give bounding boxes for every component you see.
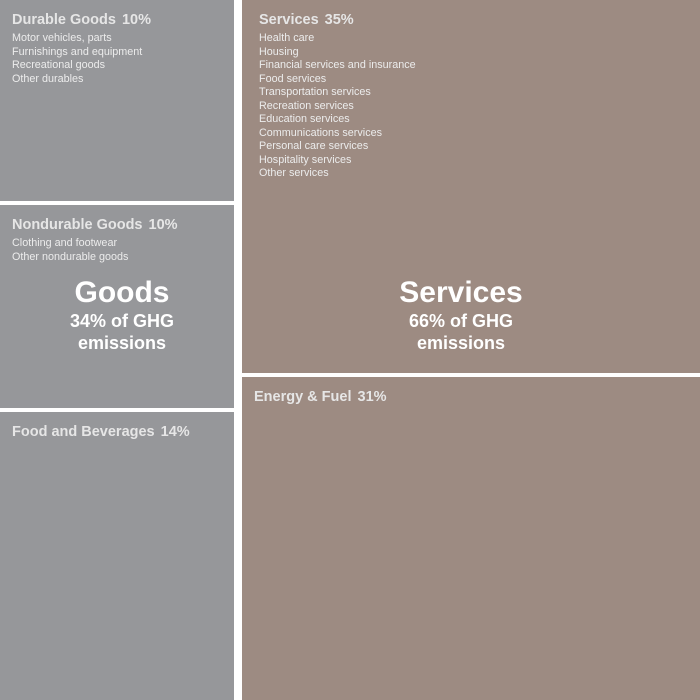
services-group-label: Services 66% of GHG emissions (242, 276, 680, 354)
list-item: Food services (259, 72, 327, 85)
list-item: Communications services (259, 126, 383, 139)
list-item: Other durables (12, 72, 84, 85)
category-name: Energy & Fuel (254, 389, 352, 405)
list-item: Health care (259, 32, 315, 44)
category-value: 31% (357, 389, 387, 405)
category-value: 10% (121, 12, 151, 28)
list-item: Education services (259, 113, 350, 125)
list-item: Housing (259, 45, 299, 58)
list-item: Other services (259, 167, 329, 179)
list-item: Transportation services (259, 86, 371, 98)
category-name: Nondurable Goods (12, 217, 143, 233)
tile-title: Nondurable Goods 10% (12, 217, 234, 233)
list-item: Motor vehicles, parts (12, 32, 112, 44)
category-items: Clothing and footwear Other nondurable g… (12, 237, 234, 264)
list-item: Clothing and footwear (12, 237, 118, 249)
group-name: Services (399, 276, 523, 309)
list-item: Furnishings and equipment (12, 45, 143, 58)
list-item: Recreation services (259, 99, 354, 112)
tile-food-and-beverages: Food and Beverages 14% (0, 412, 234, 700)
tile-services: Services 35% Health care Housing Financia… (242, 0, 700, 373)
group-name: Goods (74, 276, 170, 309)
tile-title: Energy & Fuel 31% (254, 389, 700, 405)
category-name: Food and Beverages (12, 424, 155, 440)
tile-nondurable-goods: Nondurable Goods 10% Clothing and footwea… (0, 205, 234, 408)
category-items: Motor vehicles, parts Furnishings and eq… (12, 32, 234, 86)
group-share: 66% of GHG (408, 311, 514, 331)
tile-title: Services 35% (259, 12, 700, 28)
group-share: 34% of GHG (69, 311, 175, 331)
category-name: Durable Goods (12, 12, 116, 28)
tile-title: Food and Beverages 14% (12, 424, 234, 440)
list-item: Financial services and insurance (259, 59, 416, 71)
list-item: Hospitality services (259, 153, 352, 166)
category-items: Health care Housing Financial services a… (259, 32, 700, 181)
group-share-unit: emissions (416, 333, 506, 353)
goods-group-label: Goods 34% of GHG emissions (0, 276, 244, 354)
group-share-unit: emissions (77, 333, 167, 353)
list-item: Other nondurable goods (12, 250, 129, 263)
tile-title: Durable Goods 10% (12, 12, 234, 28)
category-value: 10% (148, 217, 178, 233)
list-item: Personal care services (259, 140, 369, 152)
list-item: Recreational goods (12, 59, 106, 71)
category-value: 35% (324, 12, 354, 28)
tile-energy-and-fuel: Energy & Fuel 31% (242, 377, 700, 700)
category-name: Services (259, 12, 319, 28)
category-value: 14% (160, 424, 190, 440)
tile-durable-goods: Durable Goods 10% Motor vehicles, parts F… (0, 0, 234, 201)
